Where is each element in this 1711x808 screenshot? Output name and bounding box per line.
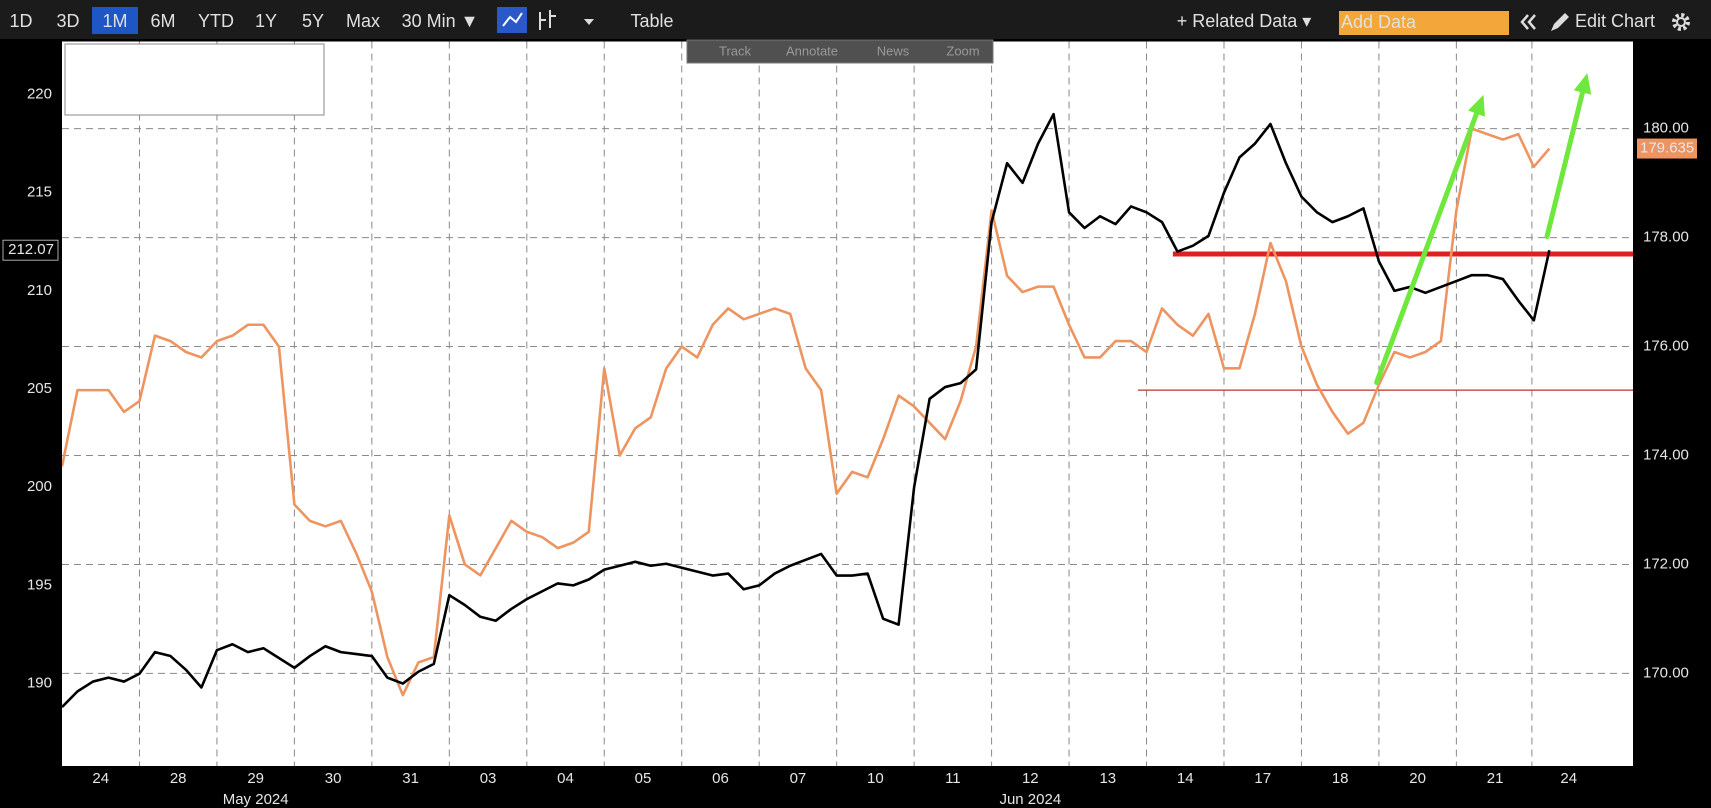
bar-icon[interactable]: [539, 10, 556, 30]
tool-button[interactable]: Annotate: [786, 43, 838, 58]
x-tick-label: 06: [712, 770, 729, 787]
last-price-label: 212.07: [8, 241, 54, 258]
tool-button[interactable]: Zoom: [946, 43, 979, 58]
grid: [62, 41, 1633, 766]
range-button[interactable]: Max: [346, 11, 380, 31]
series-line: [62, 112, 1551, 709]
pencil-icon[interactable]: [1551, 13, 1569, 31]
arrow-head: [1573, 73, 1592, 95]
y2-tick-label: 178.00: [1643, 229, 1689, 246]
x-tick-label: 05: [635, 770, 652, 787]
y2-tick-label: 174.00: [1643, 446, 1689, 463]
x-tick-label: 14: [1177, 770, 1194, 787]
range-button[interactable]: 1Y: [255, 11, 277, 31]
x-tick-label: 30: [325, 770, 342, 787]
x-tick-label: 24: [92, 770, 109, 787]
x-tick-label: 04: [557, 770, 574, 787]
tools-bar: [686, 39, 994, 64]
range-button[interactable]: 1M: [102, 11, 127, 31]
x-tick-label: 24: [1560, 770, 1577, 787]
add-data-placeholder[interactable]: Add Data: [1341, 12, 1417, 32]
x-tick-label: 18: [1332, 770, 1349, 787]
y2-tick-label: 172.00: [1643, 555, 1689, 572]
y2-tick-label: 180.00: [1643, 120, 1689, 137]
range-button[interactable]: 1D: [9, 11, 32, 31]
x-tick-label: 03: [480, 770, 497, 787]
x-tick-label: 21: [1487, 770, 1504, 787]
last-price-label: 179.635: [1640, 140, 1694, 157]
related-data[interactable]: + Related Data ▾: [1177, 11, 1312, 31]
y2-tick-label: 170.00: [1643, 664, 1689, 681]
last-price-tag: [1637, 138, 1697, 159]
series-line: [62, 127, 1551, 697]
plot-area: [62, 41, 1633, 766]
range-button[interactable]: 3D: [56, 11, 79, 31]
tool-button[interactable]: Track: [719, 43, 752, 58]
y-tick-label: 210: [27, 282, 52, 299]
legend-box: [64, 43, 325, 116]
dropdown-icon[interactable]: [584, 19, 594, 25]
collapse-icon[interactable]: [1520, 14, 1536, 30]
range-button[interactable]: 5Y: [302, 11, 324, 31]
y-tick-label: 200: [27, 478, 52, 495]
table-button[interactable]: Table: [630, 11, 673, 31]
x-tick-label: 07: [790, 770, 807, 787]
gear-icon[interactable]: [1672, 13, 1690, 31]
x-tick-label: 17: [1254, 770, 1271, 787]
y-tick-label: 205: [27, 380, 52, 397]
x-tick-label: 11: [945, 770, 961, 787]
arrow: [1544, 90, 1586, 240]
y-tick-label: 195: [27, 576, 52, 593]
y2-tick-label: 176.00: [1643, 338, 1689, 355]
last-price-tag: [2, 239, 59, 261]
y-tick-label: 215: [27, 184, 52, 201]
x-tick-label: 20: [1409, 770, 1426, 787]
x-tick-label: 29: [247, 770, 264, 787]
month-label: May 2024: [223, 791, 289, 808]
x-tick-label: 13: [1099, 770, 1116, 787]
x-tick-label: 12: [1022, 770, 1039, 787]
x-tick-label: 10: [867, 770, 884, 787]
range-button-active[interactable]: [92, 7, 138, 34]
x-tick-label: 28: [170, 770, 187, 787]
arrow-head: [1468, 94, 1485, 117]
line-icon-bg[interactable]: [497, 7, 527, 33]
month-label: Jun 2024: [999, 791, 1061, 808]
tool-button[interactable]: News: [877, 43, 910, 58]
interval-select[interactable]: 30 Min ▼: [402, 11, 479, 31]
y-tick-label: 220: [27, 85, 52, 102]
overlay: 170.00 172.00 174.00 176.00 178.00 180.00 190 1…: [2, 53, 1697, 808]
gear-icon-core[interactable]: [1676, 17, 1686, 27]
range-button[interactable]: 6M: [150, 11, 175, 31]
range-button[interactable]: YTD: [198, 11, 234, 31]
y-tick-label: 190: [27, 675, 52, 692]
x-tick-label: 31: [402, 770, 419, 787]
add-data-input[interactable]: [1339, 11, 1509, 35]
marks: [62, 73, 1633, 709]
arrow: [1374, 111, 1480, 386]
line-icon[interactable]: [502, 12, 523, 27]
edit-chart[interactable]: Edit Chart: [1575, 11, 1655, 31]
